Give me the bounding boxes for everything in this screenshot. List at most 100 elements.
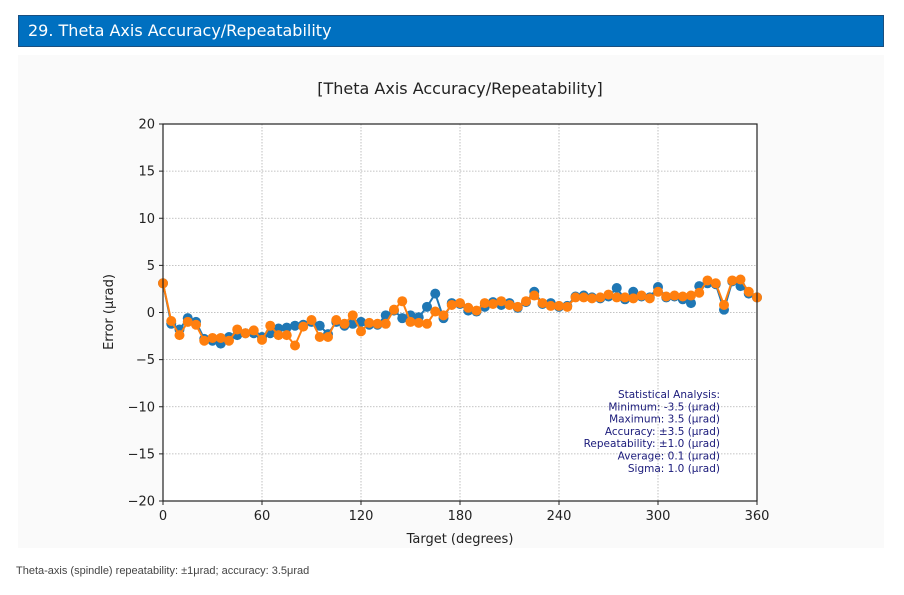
- stats-line: Sigma: 1.0 (μrad): [628, 463, 720, 475]
- y-axis-label: Error (μrad): [102, 274, 117, 350]
- data-point: [446, 299, 457, 310]
- data-point: [191, 319, 201, 330]
- data-point: [455, 298, 465, 309]
- data-point: [397, 296, 408, 307]
- data-point: [314, 320, 325, 331]
- y-tick-label: 0: [147, 306, 155, 321]
- data-point: [182, 316, 193, 327]
- data-point: [273, 330, 284, 341]
- data-point: [314, 332, 325, 343]
- data-point: [644, 293, 655, 304]
- data-point: [166, 315, 177, 326]
- data-point: [281, 322, 292, 333]
- figure-caption: Theta-axis (spindle) repeatability: ±1μr…: [16, 565, 310, 577]
- data-point: [463, 302, 474, 313]
- y-tick-label: −20: [128, 495, 155, 510]
- section-header: 29. Theta Axis Accuracy/Repeatability: [18, 15, 884, 47]
- data-point: [248, 325, 259, 336]
- data-point: [199, 335, 210, 346]
- data-point: [702, 275, 713, 286]
- data-point: [521, 296, 531, 307]
- data-point: [331, 315, 342, 326]
- data-point: [422, 301, 432, 312]
- section-title: 29. Theta Axis Accuracy/Repeatability: [28, 21, 332, 40]
- x-tick-label: 120: [349, 509, 374, 524]
- chart-title: [Theta Axis Accuracy/Repeatability]: [317, 79, 602, 98]
- data-point: [430, 306, 441, 317]
- data-point: [405, 316, 416, 327]
- stats-line: Statistical Analysis:: [618, 389, 720, 401]
- data-point: [743, 286, 754, 297]
- y-tick-label: −15: [128, 447, 155, 462]
- y-tick-label: −10: [128, 400, 155, 415]
- data-point: [686, 290, 696, 301]
- data-point: [281, 330, 292, 341]
- data-point: [669, 290, 680, 301]
- data-point: [397, 313, 408, 324]
- data-point: [611, 292, 622, 303]
- data-point: [545, 300, 556, 311]
- data-point: [719, 299, 729, 310]
- data-point: [364, 317, 375, 328]
- data-point: [380, 318, 391, 329]
- x-tick-label: 180: [448, 509, 473, 524]
- data-point: [174, 330, 185, 341]
- y-tick-label: 20: [138, 118, 155, 133]
- data-point: [677, 291, 688, 302]
- data-point: [611, 282, 622, 293]
- data-point: [488, 299, 498, 310]
- data-point: [240, 328, 251, 339]
- y-tick-label: 5: [147, 259, 155, 274]
- x-tick-label: 0: [159, 509, 167, 524]
- data-point: [496, 296, 507, 307]
- data-point: [537, 298, 548, 309]
- x-tick-label: 240: [547, 509, 572, 524]
- stats-line: Average: 0.1 (μrad): [618, 451, 720, 463]
- data-point: [661, 291, 672, 302]
- data-point: [686, 298, 696, 309]
- data-point: [479, 298, 490, 309]
- stats-line: Maximum: 3.5 (μrad): [609, 414, 720, 426]
- x-tick-label: 60: [254, 509, 271, 524]
- data-point: [570, 292, 581, 303]
- data-point: [257, 334, 267, 345]
- ticks: 0 60 120 180 240 300 360 20 15 10 5 0 −5 −10 −15 −20: [128, 118, 770, 525]
- x-tick-label: 360: [745, 509, 770, 524]
- data-point: [372, 318, 383, 329]
- data-point: [224, 335, 234, 346]
- data-point: [504, 299, 515, 310]
- stats-line: Minimum: -3.5 (μrad): [608, 401, 720, 413]
- data-point: [694, 287, 705, 298]
- data-point: [620, 292, 630, 303]
- data-point: [471, 305, 482, 316]
- data-point: [422, 318, 432, 329]
- data-point: [232, 324, 243, 335]
- data-point: [628, 293, 639, 304]
- data-point: [389, 304, 399, 315]
- data-point: [298, 321, 309, 332]
- data-point: [529, 290, 540, 301]
- data-point: [356, 326, 366, 337]
- data-point: [265, 320, 276, 331]
- x-tick-label: 300: [646, 509, 671, 524]
- data-point: [727, 275, 738, 286]
- data-point: [290, 320, 300, 331]
- stats-annotation: Statistical Analysis:Minimum: -3.5 (μrad…: [584, 389, 720, 475]
- data-point: [215, 332, 226, 343]
- data-point: [413, 317, 424, 328]
- grid: [163, 124, 757, 501]
- data-point: [636, 290, 647, 301]
- data-point: [710, 278, 721, 289]
- data-point: [512, 301, 523, 312]
- data-point: [595, 292, 606, 303]
- x-axis-label: Target (degrees): [406, 532, 514, 547]
- stats-line: Accuracy: ±3.5 (μrad): [605, 426, 720, 438]
- stats-line: Repeatability: ±1.0 (μrad): [584, 438, 720, 450]
- data-point: [323, 332, 333, 343]
- series-2: [158, 274, 762, 351]
- y-tick-label: 10: [138, 212, 155, 227]
- data-point: [207, 332, 218, 343]
- data-point: [603, 289, 614, 300]
- data-point: [430, 288, 441, 299]
